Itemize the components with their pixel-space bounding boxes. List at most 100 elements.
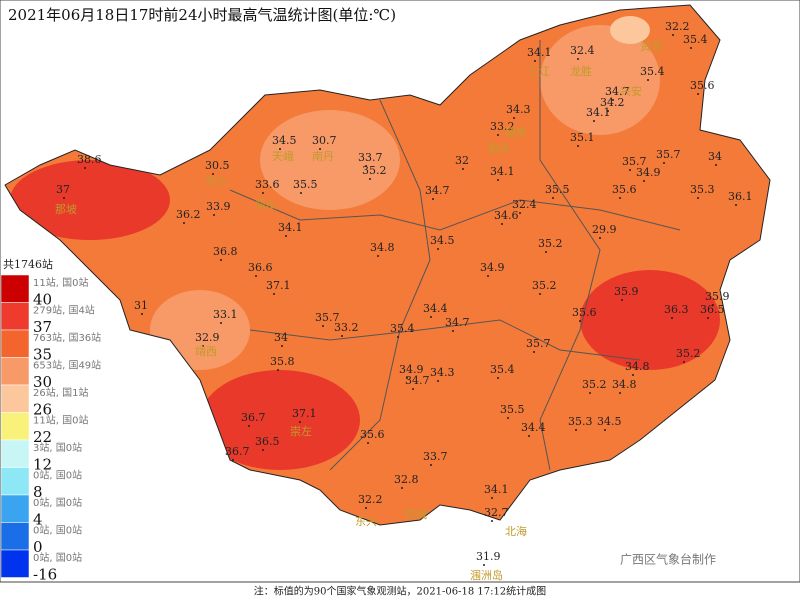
place-name: 东兴 [355,515,377,528]
station-dot [604,429,606,431]
station-dot [430,464,432,466]
station-value: 37 [56,183,70,196]
legend-swatch [0,522,30,551]
station-value: 35.6 [690,79,715,92]
station-value: 35.4 [490,363,515,376]
station-dot [212,173,214,175]
station-dot [279,148,281,150]
station-dot [262,192,264,194]
station-value: 34.5 [597,415,622,428]
station-dot [341,335,343,337]
station-dot [497,377,499,379]
station-dot [621,299,623,301]
hot-zone [10,160,170,240]
legend-swatch [0,412,30,441]
station-dot [707,317,709,319]
station-dot [202,345,204,347]
station-value: 33.2 [334,321,359,334]
place-name: 三江 [528,65,550,78]
station-dot [501,223,503,225]
station-dot [319,148,321,150]
station-value: 34.3 [430,366,455,379]
legend-threshold: 26 [33,401,52,419]
station-value: 36.7 [241,411,266,424]
station-value: 37.1 [266,279,291,292]
station-dot [397,336,399,338]
legend-count: 26站, 国1站 [33,386,88,399]
station-dot [437,248,439,250]
station-dot [599,237,601,239]
station-dot [589,392,591,394]
place-name: 靖西 [195,345,217,358]
station-value: 36.3 [664,303,689,316]
legend-count: 11站, 国0站 [33,276,88,289]
station-value: 36.5 [700,303,725,316]
place-name: 北海 [505,524,527,538]
station-value: 32 [455,154,469,167]
station-value: 35.7 [622,155,647,168]
station-dot [299,421,301,423]
station-dot [534,60,536,62]
station-value: 33.7 [358,151,383,164]
legend-count: 0站, 国0站 [33,551,82,564]
station-value: 34.1 [484,483,509,496]
place-name: 龙胜 [570,64,592,78]
station-value: 34.9 [399,363,424,376]
station-dot [141,313,143,315]
station-value: 36.7 [225,445,250,458]
station-value: 35.5 [293,178,318,191]
station-dot [401,487,403,489]
place-name: 兴安 [620,84,642,98]
place-name: 涠洲岛 [470,568,503,582]
station-dot [285,235,287,237]
station-value: 34.9 [480,261,505,274]
station-dot [533,351,535,353]
station-value: 35.6 [572,306,597,319]
station-value: 35.4 [683,33,708,46]
station-dot [579,320,581,322]
boundary [329,99,431,471]
station-dot [220,259,222,261]
station-dot [712,304,714,306]
legend-threshold: 0 [33,538,43,556]
station-dot [437,380,439,382]
boundary [249,319,641,361]
station-dot [365,507,367,509]
station-value: 32.8 [394,473,419,486]
station-value: 30.5 [205,159,230,172]
place-name: 天峨 [272,150,294,163]
station-dot [715,164,717,166]
station-value: 33.6 [255,178,280,191]
mild-zone [260,110,400,210]
station-value: 36.1 [728,190,753,203]
legend-threshold: 40 [33,291,52,309]
station-dot [643,180,645,182]
station-value: 35.9 [705,290,730,303]
legend-count: 0站, 国0站 [33,496,82,509]
station-dot [63,197,65,199]
station-dot [497,134,499,136]
place-name: 南丹 [312,150,334,163]
station-value: 32.2 [665,20,690,33]
place-name: 那坡 [55,203,77,216]
boundary [539,40,601,471]
station-value: 32.4 [512,198,537,211]
station-dot [697,93,699,95]
station-dot [491,497,493,499]
station-value: 34.3 [506,103,531,116]
station-value: 34.9 [636,166,661,179]
station-value: 36.6 [248,261,273,274]
station-value: 34.7 [605,85,630,98]
station-value: 35.5 [500,403,525,416]
station-dot [369,178,371,180]
station-value: 31 [134,299,148,312]
station-dot [367,442,369,444]
station-value: 37.1 [292,407,317,420]
legend-swatch [0,439,30,468]
legend-count: 0站, 国0站 [33,524,82,537]
station-value: 36.8 [213,245,238,258]
station-value: 33.7 [423,450,448,463]
station-value: 35.4 [640,65,665,78]
station-value: 35.2 [582,378,607,391]
